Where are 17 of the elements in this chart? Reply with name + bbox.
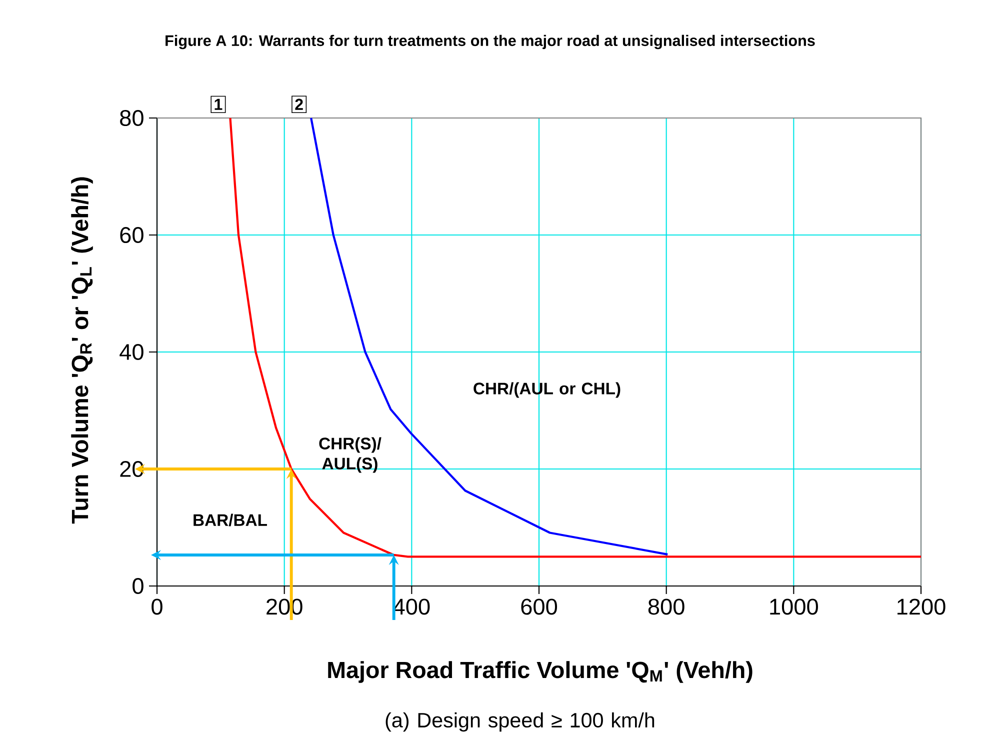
line-series: [310, 116, 669, 556]
x-tick-label: 0: [152, 598, 162, 615]
y-axis-title: Turn Volume 'Q$_{R}$' or 'Q$_{L}$' (Veh/h): [71, 177, 93, 524]
x-tick-label: 800: [648, 598, 684, 615]
y-tick-label: 0: [132, 578, 144, 594]
annotation: BAR/BAL: [194, 514, 267, 526]
series-label: 1: [214, 98, 222, 110]
x-tick-label: 1200: [898, 598, 946, 615]
y-tick-label: 40: [120, 344, 144, 360]
chart-title: Figure A 10: Warrants for turn treatments on the major road at unsignalised intersections: [166, 34, 815, 50]
series-label: 2: [295, 98, 303, 110]
x-tick-label: 600: [521, 598, 558, 615]
x-tick-label: 1000: [770, 598, 818, 615]
y-tick-label: 80: [120, 110, 144, 126]
x-axis-title: Major Road Traffic Volume 'Q$_{M}$' (Veh/h): [328, 661, 752, 683]
text: (a) Design speed ≥ 100 km/h: [386, 712, 654, 732]
y-tick-label: 60: [120, 226, 144, 244]
